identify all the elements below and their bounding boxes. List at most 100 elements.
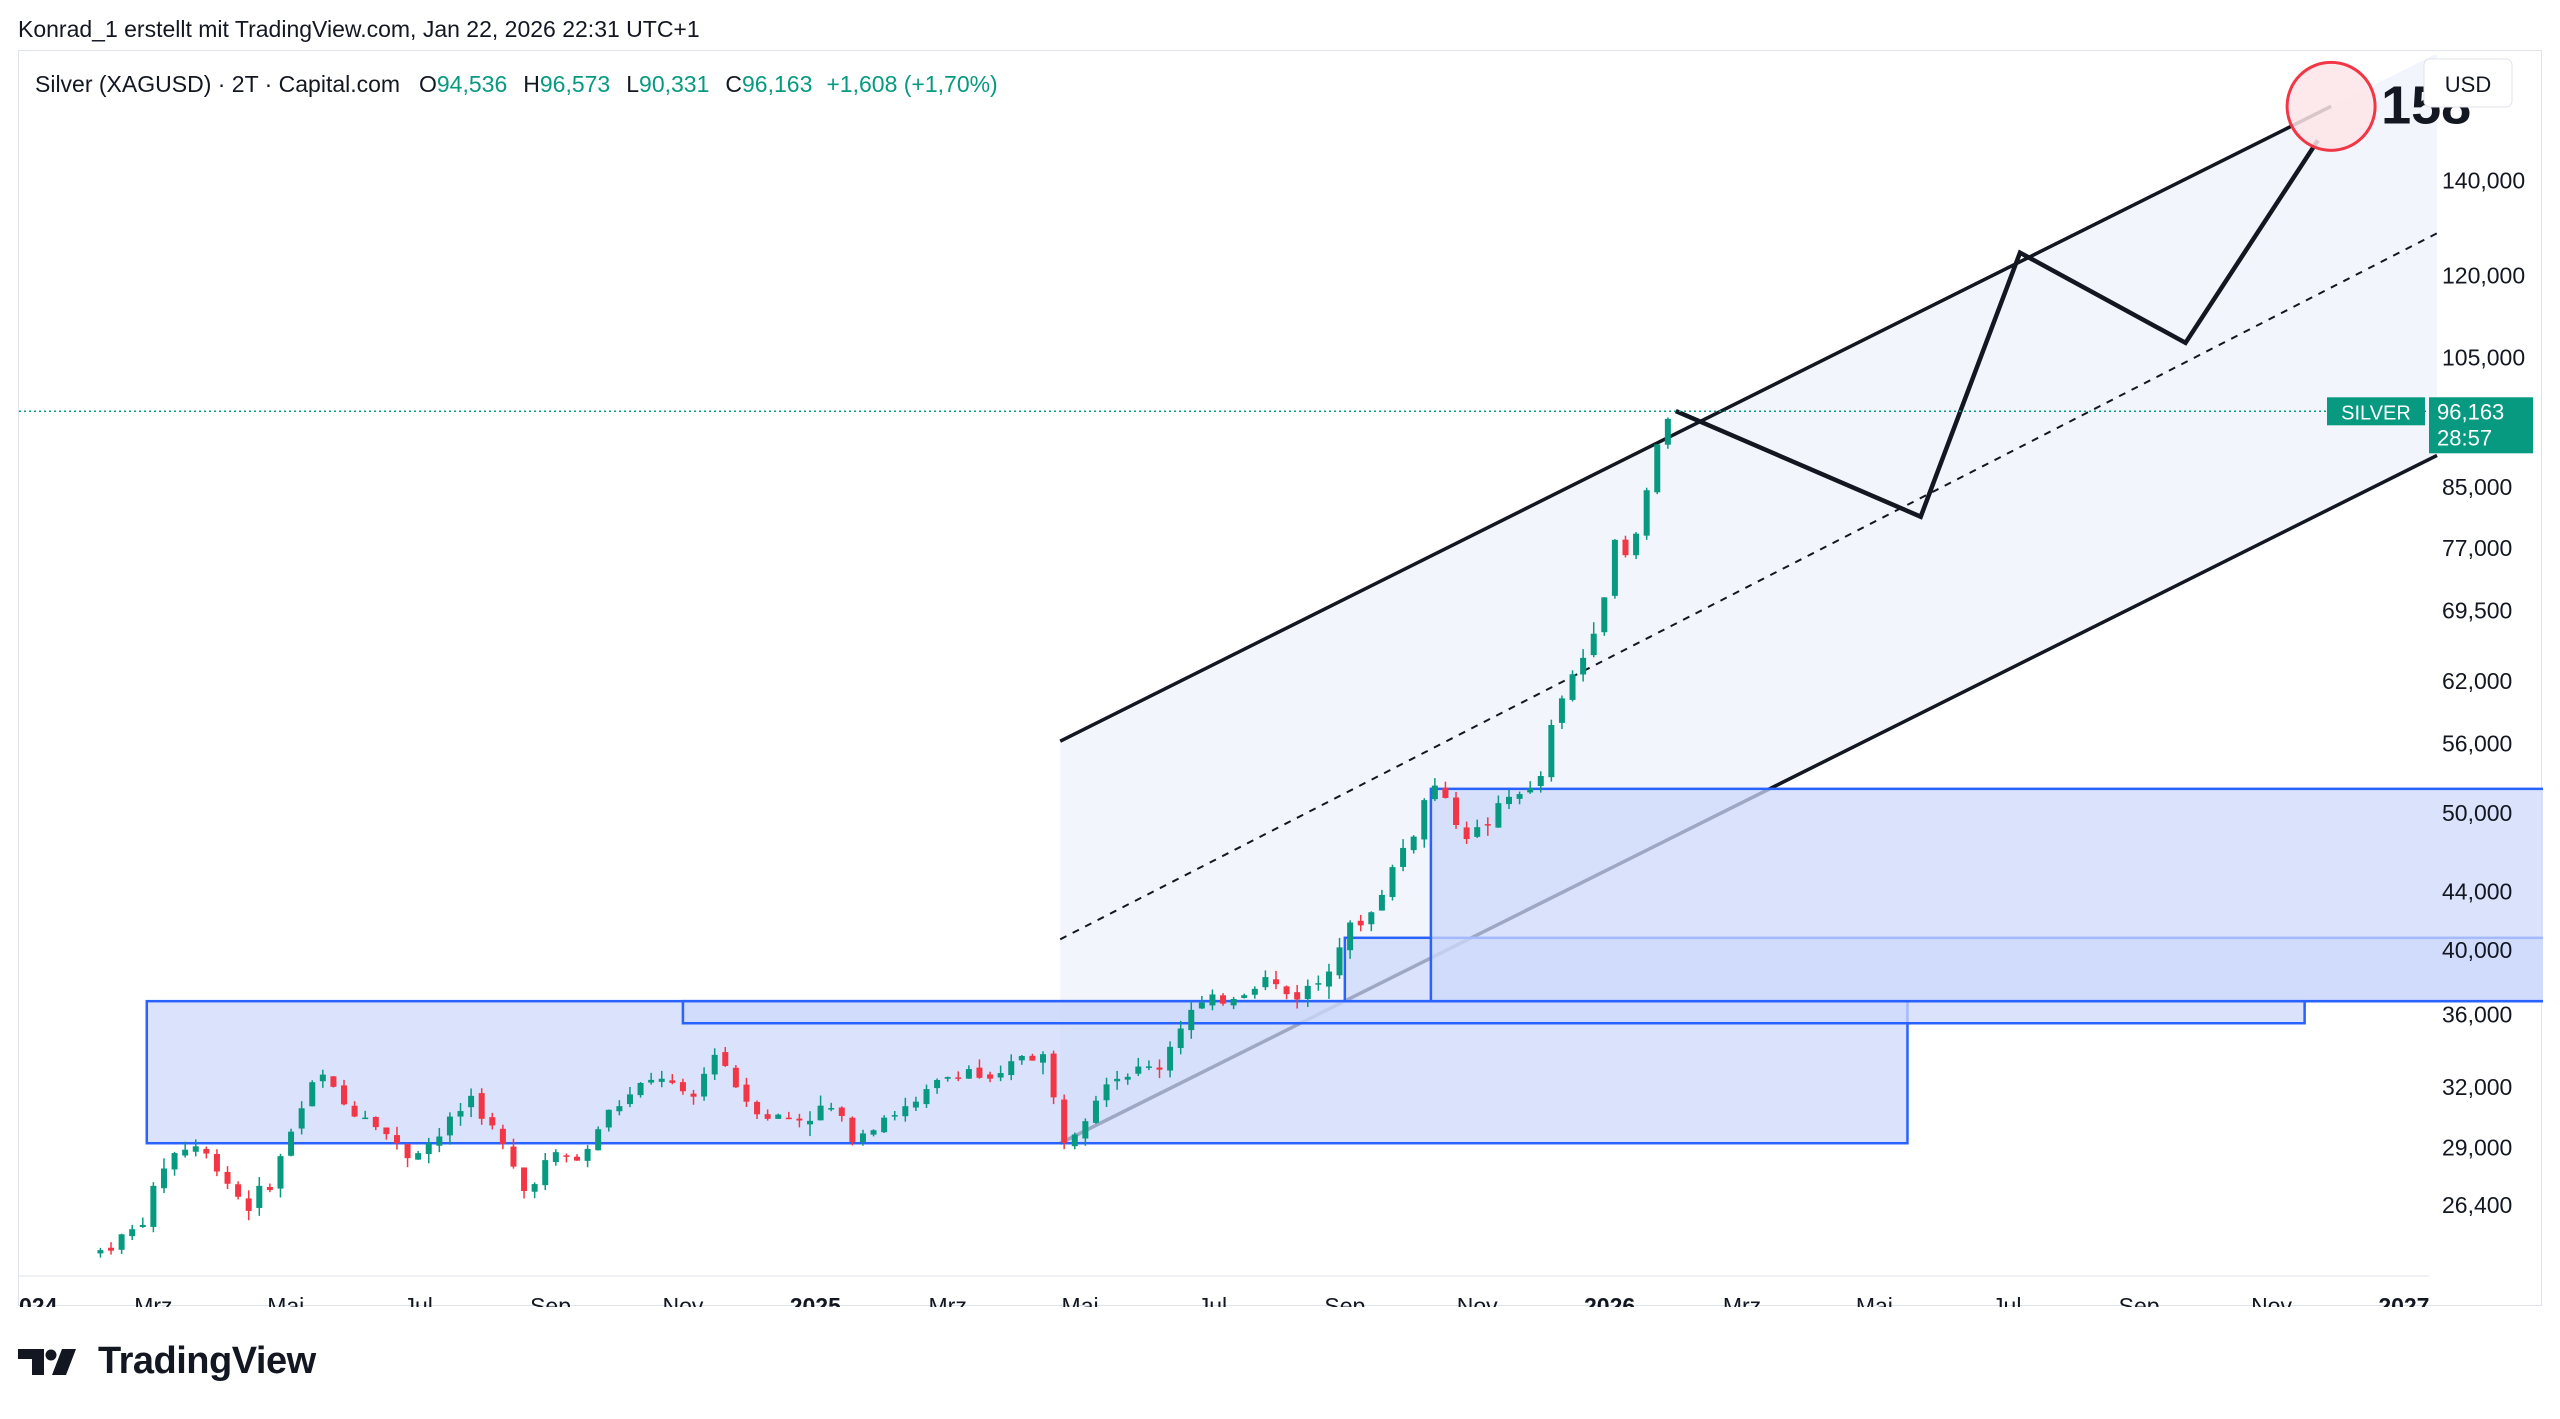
candle-body xyxy=(1548,724,1555,778)
last-price-tag-bg xyxy=(2429,397,2533,454)
candle-body xyxy=(1325,971,1332,987)
candle-body xyxy=(1516,794,1523,799)
price-axis-tick: 69,500 xyxy=(2442,598,2512,624)
candle-body xyxy=(372,1116,379,1128)
candle-body xyxy=(891,1115,898,1117)
candles-group xyxy=(97,417,1671,1258)
price-axis-tick: 140,000 xyxy=(2442,168,2525,194)
candle-body xyxy=(1283,986,1290,995)
candle-body xyxy=(764,1114,771,1119)
price-axis-tick: 29,000 xyxy=(2442,1134,2512,1160)
candle-body xyxy=(404,1144,411,1159)
target-circle xyxy=(2285,60,2377,152)
candle-body xyxy=(510,1146,517,1167)
time-axis-label: Mai xyxy=(267,1293,304,1307)
candle-body xyxy=(108,1247,115,1251)
tradingview-logo-icon xyxy=(18,1348,76,1375)
candle-body xyxy=(160,1168,167,1189)
projection-path xyxy=(1674,139,2320,520)
candle-body xyxy=(1082,1121,1089,1139)
candle-body xyxy=(425,1143,432,1154)
candle-body xyxy=(245,1198,252,1211)
time-axis-label: Mai xyxy=(1856,1293,1893,1307)
candle-body xyxy=(722,1052,729,1066)
candle-body xyxy=(1633,533,1640,556)
candle-body xyxy=(1474,827,1481,837)
price-axis-tick: 85,000 xyxy=(2442,474,2512,500)
candle-body xyxy=(203,1148,210,1154)
close-value: 96,163 xyxy=(742,71,812,97)
candle-body xyxy=(965,1069,972,1079)
support-zone-4 xyxy=(1429,787,2543,1003)
candle-body xyxy=(542,1160,549,1186)
candle-body xyxy=(828,1108,835,1110)
ohlc-values: O94,536 H96,573 L90,331 C96,163 +1,608 (+1,7… xyxy=(419,71,998,97)
candle-body xyxy=(658,1078,665,1082)
candle-body xyxy=(1368,912,1375,925)
time-axis-label: 024 xyxy=(19,1293,58,1307)
channel-fill xyxy=(1060,53,2437,1144)
symbol-tag-label: SILVER xyxy=(2341,402,2411,424)
candle-body xyxy=(881,1117,888,1133)
candle-body xyxy=(266,1187,273,1191)
candle-body xyxy=(1389,867,1396,897)
tradingview-logo[interactable]: TradingView xyxy=(18,1340,316,1383)
candle-body xyxy=(1272,979,1279,985)
candle-body xyxy=(870,1130,877,1135)
candle-body xyxy=(1040,1054,1047,1063)
currency-button[interactable]: USD xyxy=(2423,58,2513,108)
candle-body xyxy=(1262,977,1269,988)
axes-group: 140,000 120,000 105,000 85,000 77,000 69,500 6… xyxy=(19,168,2525,1307)
candle-body xyxy=(393,1135,400,1144)
candle-body xyxy=(383,1127,390,1135)
time-axis-label: Nov xyxy=(2251,1293,2292,1307)
symbol-label: Silver (XAGUSD) · 2T · Capital.com xyxy=(35,71,400,97)
candle-body xyxy=(213,1153,220,1172)
candle-body xyxy=(817,1105,824,1121)
candle-body xyxy=(1209,994,1216,1006)
candle-body xyxy=(701,1073,708,1097)
candle-body xyxy=(139,1224,146,1227)
time-axis-label: 2026 xyxy=(1584,1293,1635,1307)
time-axis-label: 2027 xyxy=(2378,1293,2429,1307)
candle-body xyxy=(97,1250,104,1254)
candle-body xyxy=(1018,1055,1025,1061)
candle-body xyxy=(118,1234,125,1250)
currency-button-bg[interactable] xyxy=(2423,58,2513,108)
candle-body xyxy=(1569,674,1576,700)
candle-body xyxy=(912,1101,919,1108)
candle-body xyxy=(171,1153,178,1170)
close-label: C xyxy=(725,71,742,97)
candle-body xyxy=(1590,633,1597,656)
candle-body xyxy=(1558,698,1565,723)
chart-credit-header: Konrad_1 erstellt mit TradingView.com, J… xyxy=(18,16,700,42)
candle-body xyxy=(1124,1076,1131,1080)
candle-body xyxy=(955,1077,962,1079)
candle-body xyxy=(838,1107,845,1116)
price-axis-tick: 40,000 xyxy=(2442,937,2512,963)
candle-body xyxy=(923,1089,930,1105)
price-axis-tick: 105,000 xyxy=(2442,344,2525,370)
candle-body xyxy=(1654,444,1661,493)
candle-body xyxy=(754,1101,761,1115)
candle-body xyxy=(224,1171,231,1184)
candle-body xyxy=(1145,1066,1152,1068)
candle-body xyxy=(341,1085,348,1105)
candle-body xyxy=(1537,775,1544,787)
last-price-value: 96,163 xyxy=(2437,399,2504,424)
candle-body xyxy=(595,1129,602,1151)
candle-body xyxy=(288,1131,295,1156)
candle-body xyxy=(1378,894,1385,911)
candle-body xyxy=(1400,847,1407,867)
candle-body xyxy=(1251,988,1258,995)
candle-body xyxy=(319,1074,326,1082)
candle-body xyxy=(1241,995,1248,998)
low-label: L xyxy=(626,71,639,97)
candle-body xyxy=(330,1076,337,1087)
candle-body xyxy=(1304,985,1311,1000)
currency-label: USD xyxy=(2445,72,2491,97)
candle-body xyxy=(446,1116,453,1136)
